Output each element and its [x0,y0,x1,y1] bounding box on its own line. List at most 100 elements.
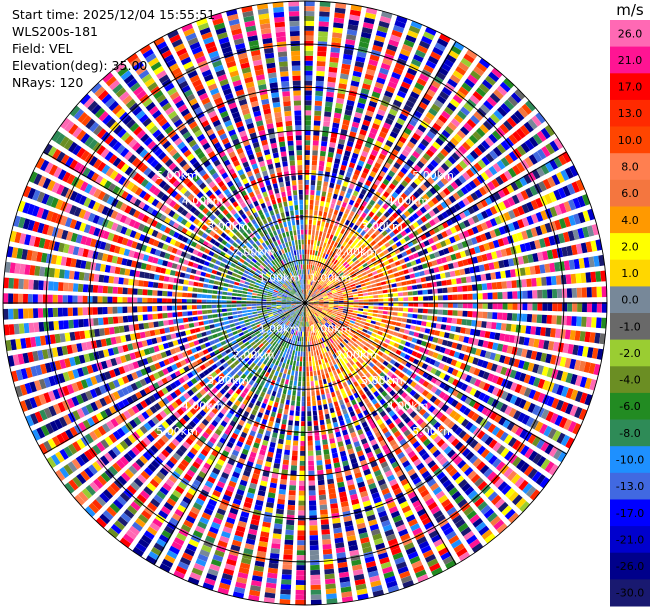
velocity-gate [352,569,364,576]
velocity-gate [197,493,207,502]
velocity-gate [318,16,330,22]
velocity-gate [362,253,368,259]
velocity-gate [444,173,453,182]
velocity-gate [288,364,292,370]
velocity-gate [68,479,79,491]
velocity-gate [454,441,464,451]
velocity-gate [362,500,372,508]
velocity-gate [389,439,397,447]
velocity-gate [304,16,315,21]
velocity-gate [341,267,346,272]
velocity-gate [327,76,337,83]
velocity-gate [251,375,258,382]
velocity-gate [338,304,344,307]
velocity-gate [294,340,298,346]
velocity-gate [131,371,139,380]
velocity-gate [172,411,181,419]
velocity-gate [467,293,473,300]
velocity-gate [399,456,408,464]
velocity-gate [286,514,295,521]
velocity-gate [316,190,321,196]
velocity-gate [429,358,436,366]
velocity-gate [305,289,307,295]
velocity-gate [529,266,536,275]
velocity-gate [279,433,285,440]
velocity-gate [355,354,361,361]
velocity-gate [322,131,329,137]
velocity-gate [244,422,252,430]
velocity-gate [183,473,193,482]
velocity-gate [349,222,355,228]
velocity-gate [200,448,209,457]
velocity-gate [328,306,334,309]
velocity-gate [343,306,349,309]
velocity-gate [141,534,152,545]
velocity-gate [289,310,294,315]
velocity-gate [146,526,158,536]
velocity-gate [499,81,511,93]
velocity-gate [446,506,457,516]
velocity-gate [568,259,575,270]
velocity-gate [329,407,335,414]
velocity-gate [453,114,464,124]
velocity-gate [324,573,335,580]
velocity-gate [142,436,152,446]
velocity-gate [343,114,352,121]
velocity-gate [331,252,336,258]
velocity-gate [406,336,413,342]
velocity-gate [306,306,308,312]
velocity-gate [323,276,327,282]
velocity-gate [260,380,266,387]
velocity-gate [481,79,493,90]
velocity-gate [285,313,290,317]
velocity-gate [85,390,93,401]
velocity-gate [328,318,334,323]
velocity-gate [306,289,309,295]
velocity-gate [465,138,475,148]
velocity-gate [166,365,174,373]
velocity-gate [293,325,297,330]
velocity-gate [223,568,235,576]
velocity-gate [99,385,107,395]
velocity-gate [304,130,311,136]
velocity-gate [331,290,337,294]
velocity-gate [328,262,333,268]
velocity-gate [323,296,329,299]
velocity-gate [322,283,327,288]
velocity-gate [323,317,329,321]
velocity-gate [474,189,483,199]
velocity-gate [310,331,313,337]
velocity-gate [281,579,292,585]
velocity-gate [514,110,525,122]
velocity-gate [320,509,328,515]
velocity-gate [328,208,334,214]
velocity-gate [449,98,460,108]
velocity-gate [392,99,402,108]
velocity-gate [480,433,490,443]
velocity-gate [457,110,467,120]
velocity-gate [325,202,330,208]
velocity-gate [328,71,337,78]
velocity-gate [285,353,289,359]
velocity-gate [284,325,289,331]
velocity-gate [519,372,527,382]
velocity-gate [344,469,352,477]
velocity-gate [209,399,217,406]
velocity-gate [317,36,328,42]
velocity-gate [313,425,319,431]
velocity-gate [403,542,415,551]
velocity-gate [335,268,341,274]
velocity-gate [206,374,214,381]
velocity-gate [414,200,422,208]
velocity-gate [319,419,325,426]
velocity-gate [565,437,575,449]
velocity-gate [392,228,400,235]
velocity-gate [191,386,198,394]
velocity-gate [379,422,386,430]
velocity-gate [84,506,96,518]
velocity-gate [152,518,163,528]
velocity-gate [431,567,443,577]
velocity-gate [307,289,310,295]
velocity-gate [397,287,403,292]
velocity-gate [285,320,290,325]
